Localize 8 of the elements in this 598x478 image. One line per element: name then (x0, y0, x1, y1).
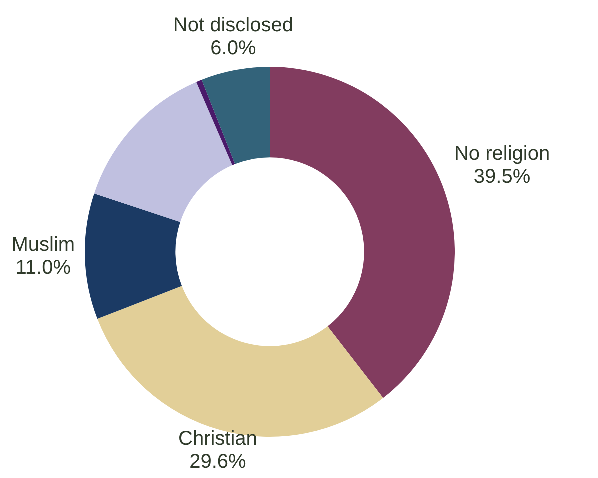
slice-label: Muslim (12, 234, 76, 256)
data-label: 11.0% (16, 256, 72, 279)
slice-label: Christian (178, 428, 258, 450)
slice-label: Not disclosed (173, 14, 294, 36)
data-label: 29.6% (190, 451, 247, 474)
data-label: 6.0% (210, 37, 256, 60)
data-label: 39.5% (474, 166, 531, 188)
slice-label: No religion (454, 142, 550, 165)
